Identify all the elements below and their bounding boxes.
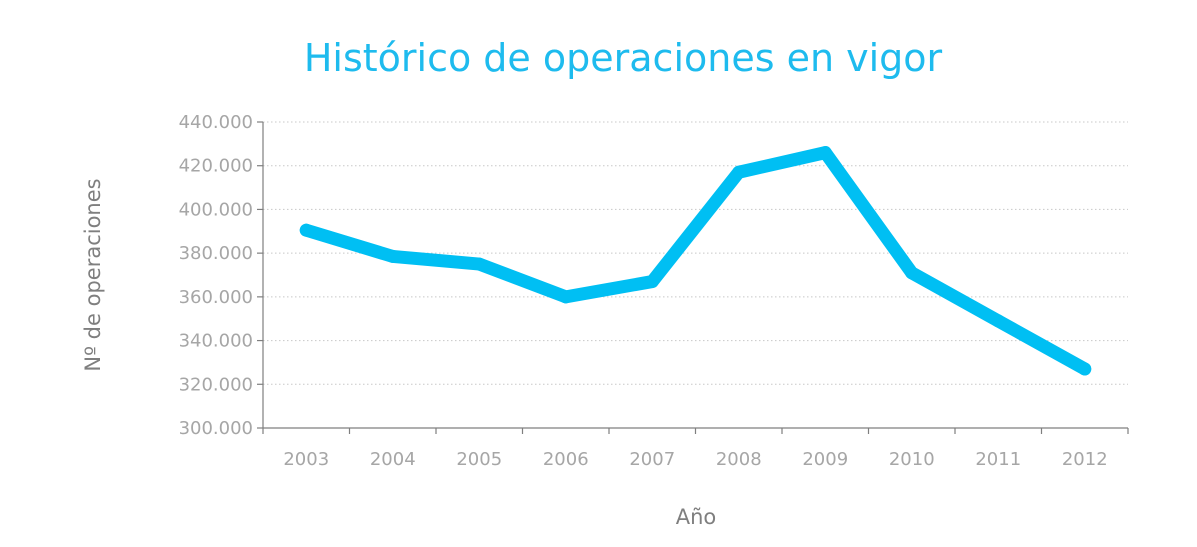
y-tick-label: 380.000 [179, 243, 253, 264]
series-line [299, 146, 1092, 376]
y-axis: 300.000 320.000 340.000 360.000 380.000 400.0… [179, 112, 264, 439]
y-tick-label: 440.000 [179, 112, 253, 133]
y-tick-label: 300.000 [179, 418, 253, 439]
y-tick-label: 360.000 [179, 287, 253, 308]
x-tick-label: 2012 [1062, 449, 1108, 470]
y-axis-title: Nº de operaciones [81, 178, 105, 371]
x-tick-label: 2005 [456, 449, 502, 470]
data-point [1078, 362, 1092, 376]
x-tick-label: 2008 [716, 449, 762, 470]
data-point [472, 257, 486, 271]
x-tick-label: 2004 [370, 449, 416, 470]
data-point [386, 249, 400, 263]
x-tick-label: 2003 [283, 449, 329, 470]
data-point [645, 275, 659, 289]
data-point [732, 165, 746, 179]
chart-title: Histórico de operaciones en vigor [304, 36, 943, 80]
data-point [905, 266, 919, 280]
data-point [299, 223, 313, 237]
x-axis-title: Año [676, 505, 717, 529]
x-axis: 2003 2004 2005 2006 2007 2008 2009 2010 2011 2012 [262, 427, 1129, 470]
y-tick-label: 400.000 [179, 199, 253, 220]
x-tick-label: 2009 [802, 449, 848, 470]
y-tick-label: 320.000 [179, 374, 253, 395]
data-point [559, 290, 573, 304]
y-tick-label: 420.000 [179, 156, 253, 177]
data-point [818, 146, 832, 160]
y-tick-label: 340.000 [179, 331, 253, 352]
x-tick-label: 2007 [629, 449, 675, 470]
data-point [991, 314, 1005, 328]
series-group [299, 146, 1092, 376]
x-tick-label: 2011 [975, 449, 1021, 470]
x-tick-label: 2006 [543, 449, 589, 470]
x-tick-label: 2010 [889, 449, 935, 470]
